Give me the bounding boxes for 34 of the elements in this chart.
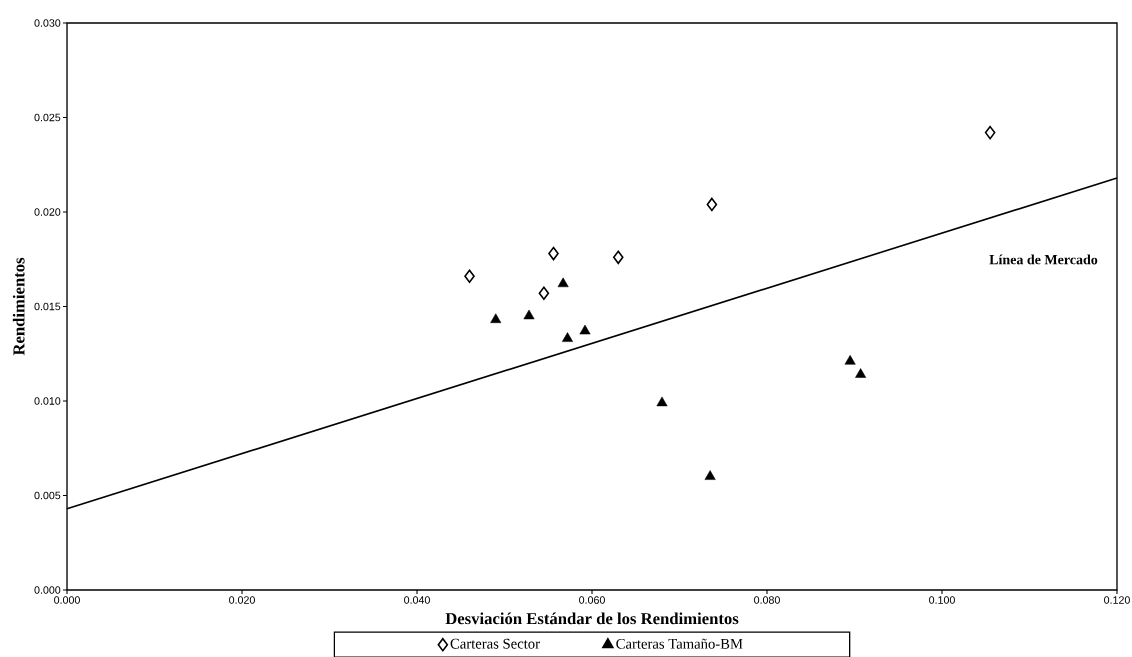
point (844, 355, 856, 365)
y-axis-title: Rendimientos (12, 257, 25, 356)
point (855, 368, 867, 378)
point (706, 197, 718, 212)
x-tick-label: 0.020 (229, 596, 255, 604)
x-tick-label: 0.080 (754, 596, 780, 604)
point (523, 309, 535, 320)
x-axis-title: Desviación Estándar de los Rendimientos (445, 612, 739, 625)
x-tick-label: 0.000 (54, 596, 80, 604)
legend-label: Carteras Sector (450, 638, 540, 649)
point (464, 269, 475, 284)
y-tick-label: 0.025 (34, 113, 61, 122)
y-tick-label: 0.020 (34, 208, 61, 216)
point (984, 125, 996, 140)
x-tick-label: 0.120 (1104, 596, 1130, 604)
point (656, 396, 668, 407)
legend-label: Carteras Tamaño-BM (616, 638, 743, 649)
y-tick-label: 0.005 (34, 491, 61, 500)
point (562, 332, 573, 342)
y-tick-label: 0.010 (34, 397, 61, 405)
point (490, 313, 502, 323)
x-tick-label: 0.060 (579, 596, 605, 604)
y-tick-label: 0.015 (34, 302, 61, 311)
point (557, 277, 569, 288)
point (538, 286, 550, 301)
y-tick-label: 0.000 (34, 586, 61, 594)
y-tick-label: 0.030 (34, 19, 61, 27)
annotation: Línea de Mercado (989, 254, 1098, 265)
point (548, 246, 559, 261)
x-tick-label: 0.100 (929, 596, 955, 604)
x-tick-label: 0.040 (404, 596, 430, 604)
point (579, 324, 591, 335)
point (704, 470, 716, 480)
point (612, 250, 624, 265)
